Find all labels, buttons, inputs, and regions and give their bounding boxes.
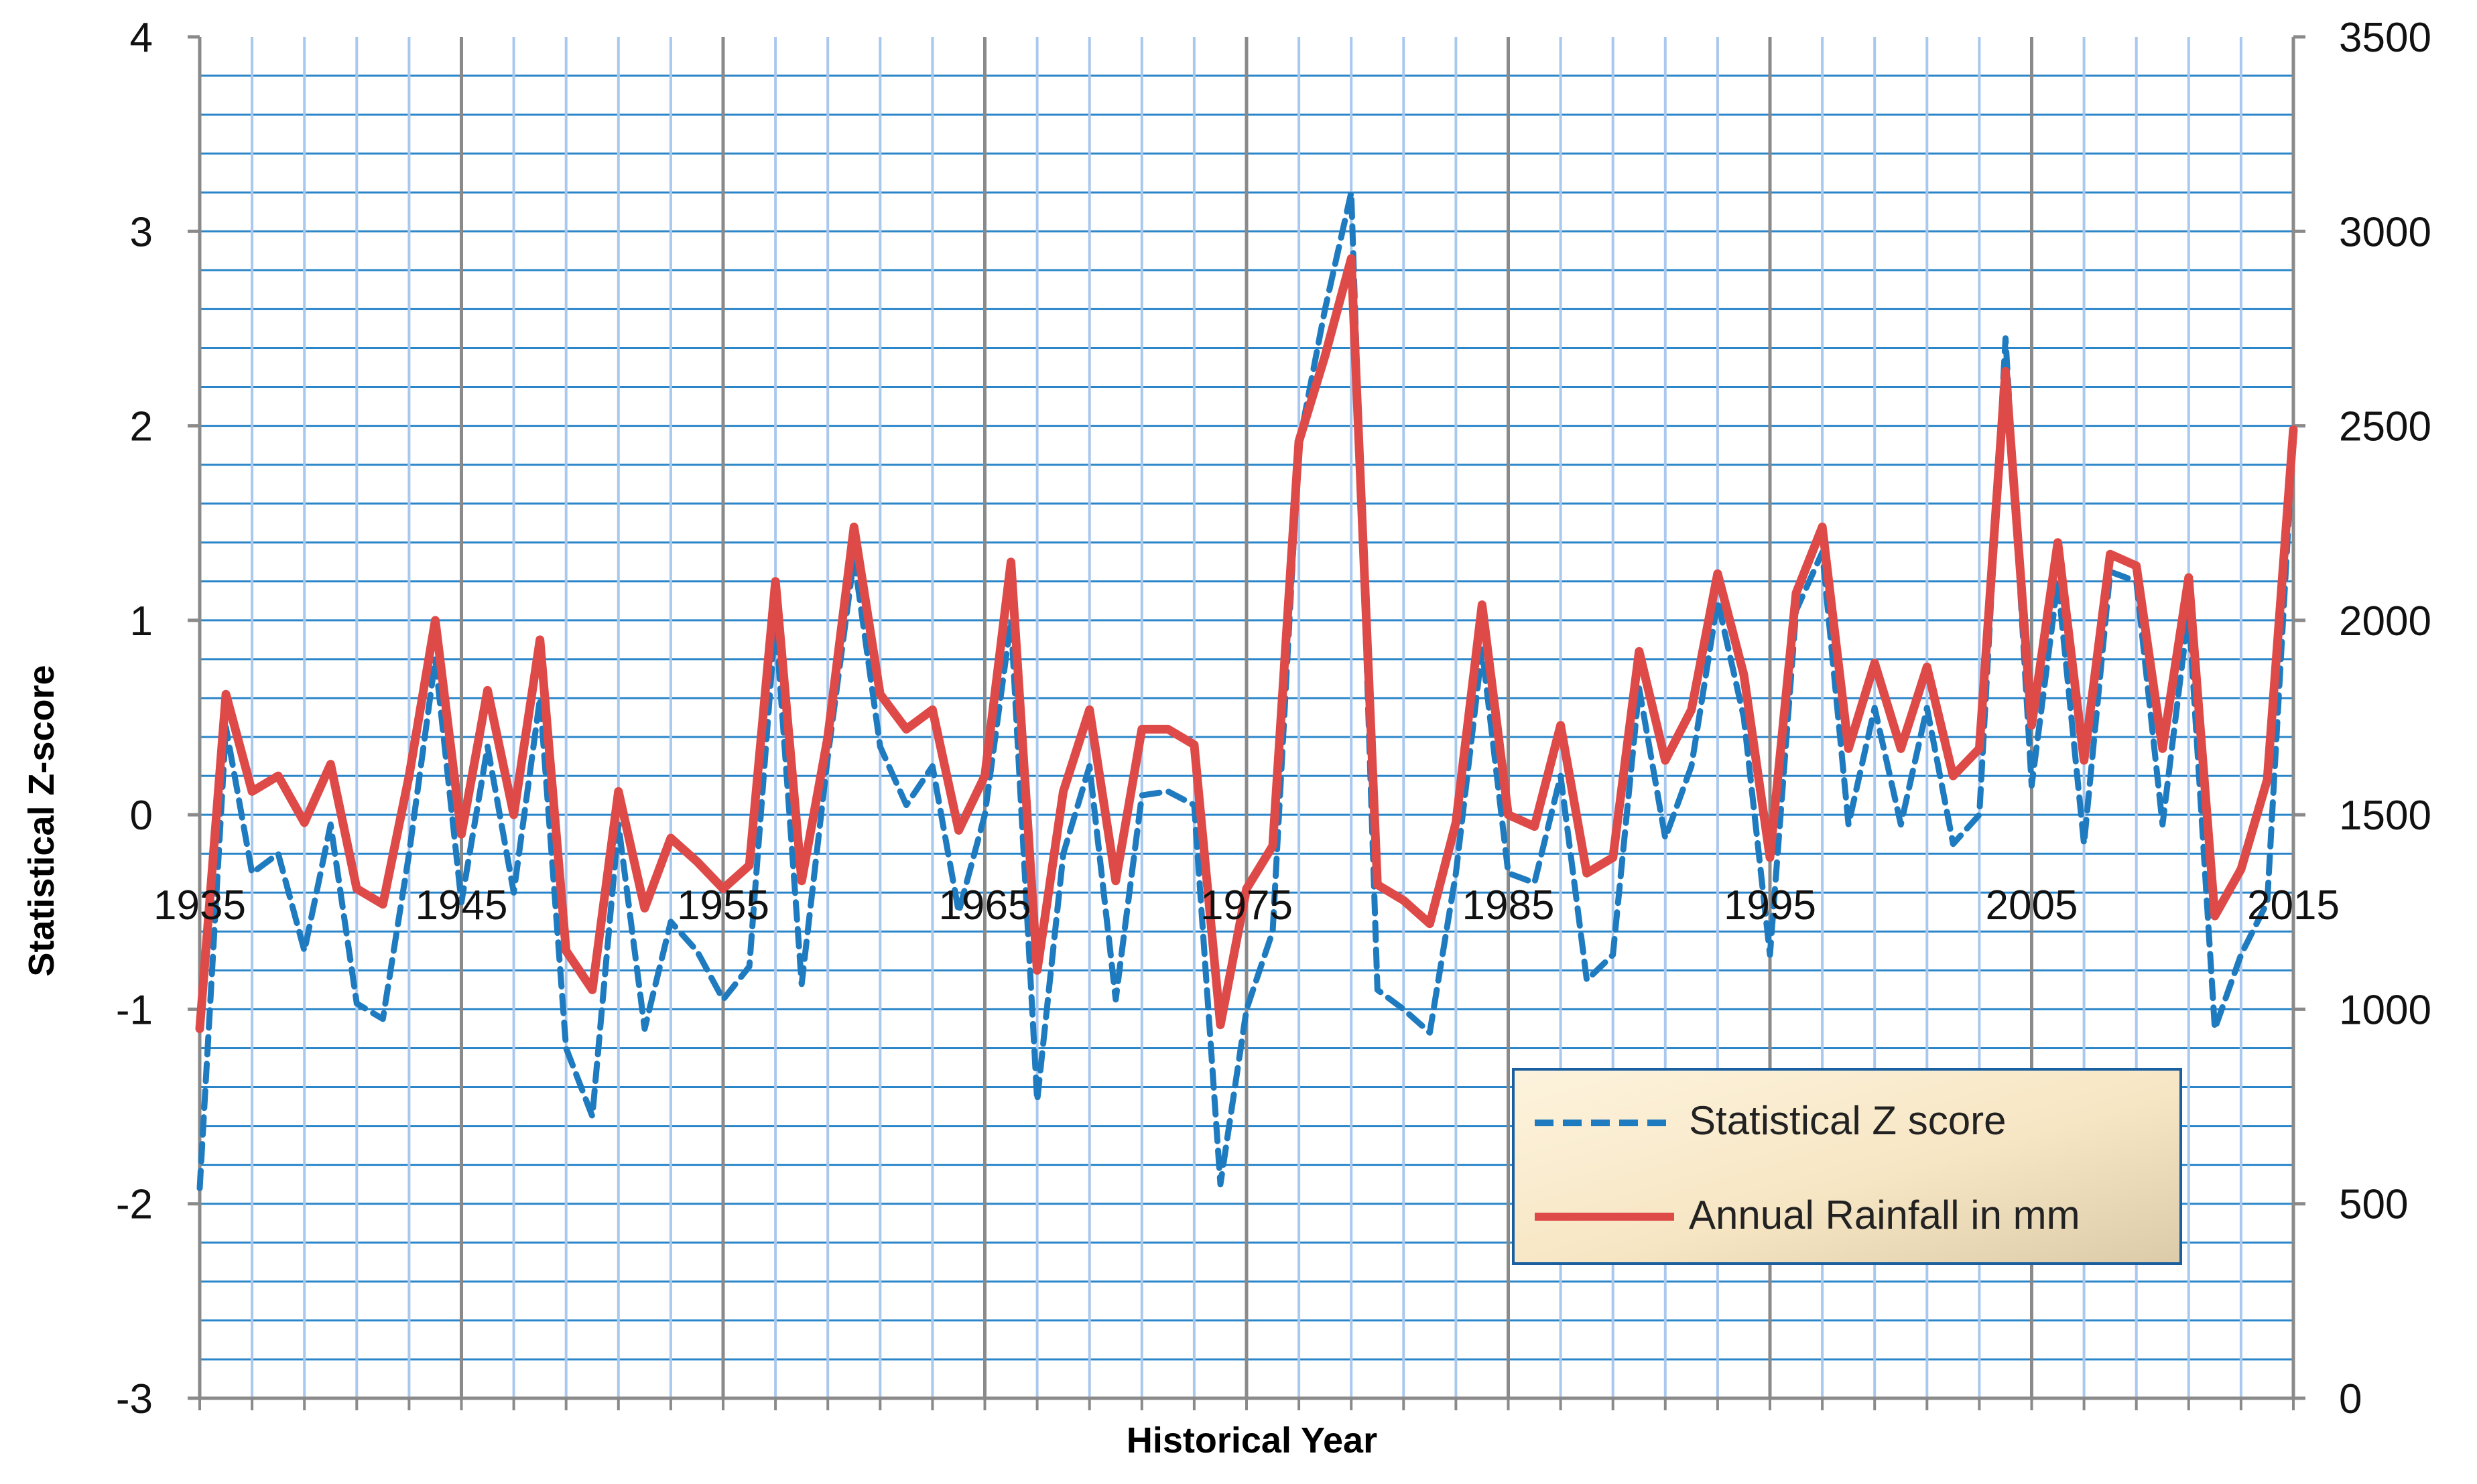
legend-box: [1512, 1068, 2182, 1265]
y2-tick-label: 2500: [2339, 404, 2431, 450]
x-tick-label: 1945: [416, 882, 508, 929]
x-tick-label: 1975: [1200, 882, 1293, 929]
y2-tick-label: 3500: [2339, 15, 2431, 61]
legend-label-rainfall: Annual Rainfall in mm: [1689, 1193, 2080, 1237]
y2-tick-label: 500: [2339, 1182, 2408, 1228]
y2-tick-label: 2000: [2339, 598, 2431, 645]
x-tick-label: 1955: [677, 882, 769, 929]
legend-label-z-score: Statistical Z score: [1689, 1098, 2006, 1143]
y2-tick-label: 1000: [2339, 987, 2431, 1033]
x-tick-label: 1985: [1462, 882, 1555, 929]
y-tick-label: 4: [130, 15, 153, 61]
legend: Statistical Z score Annual Rainfall in m…: [1512, 1068, 2182, 1265]
y-tick-label: -2: [116, 1182, 153, 1228]
y2-tick-label: 1500: [2339, 793, 2431, 839]
y-tick-label: 1: [130, 598, 153, 645]
y-axis-title: Statistical Z-score: [21, 665, 62, 976]
x-tick-label: 1965: [939, 882, 1031, 929]
x-tick-label: 2015: [2247, 882, 2340, 929]
x-tick-label: 1935: [153, 882, 246, 929]
x-tick-label: 2005: [1986, 882, 2078, 929]
data-series: [195, 189, 2298, 1191]
y2-tick-label: 3000: [2339, 209, 2431, 255]
y-tick-label: 3: [130, 209, 153, 255]
x-axis-title: Historical Year: [1127, 1420, 1377, 1461]
tick-labels: -3 -2 -1 0 1 2 3 4 0 500 1000 1500 2000 2500 3000 3500 1…: [116, 15, 2431, 1422]
y2-tick-label: 0: [2339, 1376, 2362, 1422]
y-tick-label: 2: [130, 404, 153, 450]
series-line-rainfall: [195, 254, 2298, 1033]
y-tick-label: 0: [130, 793, 153, 839]
series-line-z-score: [196, 189, 2297, 1191]
x-tick-label: 1995: [1724, 882, 1816, 929]
y-tick-label: -1: [116, 987, 153, 1033]
y-tick-label: -3: [116, 1376, 153, 1422]
